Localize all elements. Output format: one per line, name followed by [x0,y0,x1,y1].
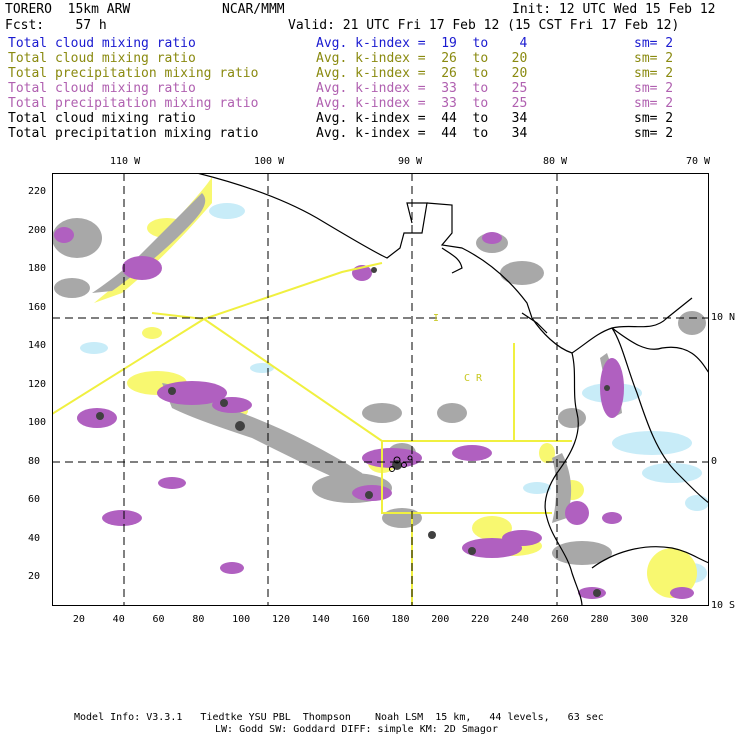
legend-kindex: Avg. k-index = 33 to 25 [316,96,528,111]
legend-field: Total precipitation mixing ratio [8,126,259,141]
left-tick-label: 40 [28,532,41,544]
bottom-tick-label: 120 [271,614,291,625]
bottom-tick-label: 240 [510,614,529,625]
purple-cloud-fields [54,227,694,599]
legend-kindex: Avg. k-index = 33 to 25 [316,81,528,96]
bottom-tick-label: 40 [112,614,125,625]
left-tick-label: 80 [28,455,41,467]
legend-sm: sm= 2 [634,126,674,141]
bottom-tick-label: 20 [72,614,85,625]
bottom-tick-label: 320 [670,614,689,625]
bottom-tick-label: 300 [630,614,649,625]
legend-field: Total cloud mixing ratio [8,111,196,126]
right-lat-label: 10 S [711,600,736,611]
legend-field: Total cloud mixing ratio [8,81,196,96]
legend-sm: sm= 2 [634,96,674,111]
top-lon-label: 110 W [110,156,141,167]
legend-kindex: Avg. k-index = 26 to 20 [316,66,528,81]
legend-sm: sm= 2 [634,36,674,51]
legend-sm: sm= 2 [634,51,674,66]
left-tick-label: 120 [28,378,47,390]
bottom-tick-label: 180 [391,614,410,625]
top-lon-label: 70 W [686,156,711,167]
dark-cores [96,267,610,597]
legend-sm: sm= 2 [634,66,674,81]
map-panel: I C R [52,173,709,606]
org-label: NCAR/MMM [222,2,285,17]
weather-map [52,173,709,606]
bottom-tick-label: 220 [471,614,490,625]
bottom-tick-label: 260 [550,614,569,625]
bottom-tick-label: 60 [152,614,165,625]
legend-kindex: Avg. k-index = 19 to 4 [316,36,528,51]
init-time: Init: 12 UTC Wed 15 Feb 12 [512,2,716,17]
left-tick-label: 180 [28,263,47,275]
top-lon-label: 100 W [254,156,285,167]
left-tick-label: 160 [28,301,47,313]
boundary-lines [52,262,572,606]
legend-field: Total cloud mixing ratio [8,36,196,51]
model-info: Model Info: V3.3.1 Tiedtke YSU PBL Thomp… [74,712,604,723]
left-tick-label: 200 [28,224,47,236]
bottom-tick-label: 200 [431,614,450,625]
galapagos-islands [389,455,413,472]
valid-time: Valid: 21 UTC Fri 17 Feb 12 (15 CST Fri … [288,18,680,33]
coastlines [196,173,709,606]
legend-field: Total precipitation mixing ratio [8,96,259,111]
legend-field: Total precipitation mixing ratio [8,66,259,81]
right-lat-label: 0 [711,456,718,467]
top-lon-label: 90 W [398,156,423,167]
bottom-tick-label: 160 [351,614,370,625]
legend-kindex: Avg. k-index = 44 to 34 [316,126,528,141]
legend-field: Total cloud mixing ratio [8,51,196,66]
bottom-tick-label: 280 [590,614,609,625]
bottom-tick-label: 100 [232,614,251,625]
left-tick-label: 100 [28,417,47,429]
map-label-cr: C R [464,373,483,384]
left-tick-label: 140 [28,340,47,352]
bottom-tick-label: 80 [192,614,205,625]
top-lon-label: 80 W [543,156,568,167]
forecast-hour: Fcst: 57 h [5,18,107,33]
legend-kindex: Avg. k-index = 44 to 34 [316,111,528,126]
lat-lon-grid [52,173,709,606]
right-lat-label: 10 N [711,312,736,323]
left-tick-label: 220 [28,186,47,198]
legend-sm: sm= 2 [634,81,674,96]
map-label-i: I [433,313,440,324]
physics-info: LW: Godd SW: Goddard DIFF: simple KM: 2D… [215,724,498,735]
legend-kindex: Avg. k-index = 26 to 20 [316,51,528,66]
model-title: TORERO 15km ARW [5,2,131,17]
left-tick-label: 20 [28,571,41,583]
left-tick-label: 60 [28,494,41,506]
bottom-tick-label: 140 [311,614,330,625]
legend-sm: sm= 2 [634,111,674,126]
